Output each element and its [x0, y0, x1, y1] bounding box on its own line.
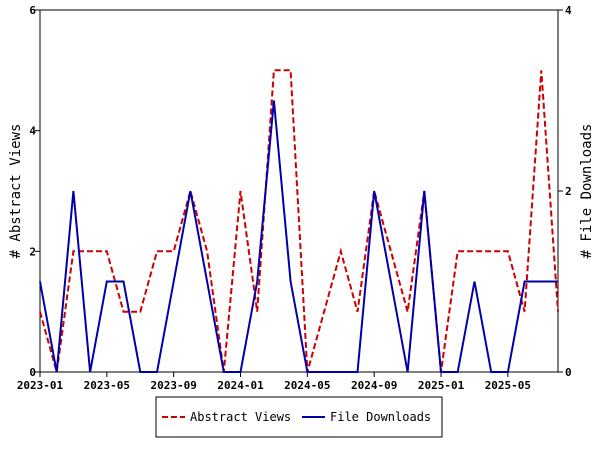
x-tick-label-2023-09: 2023-09	[150, 379, 196, 392]
x-tick-label-2024-05: 2024-05	[284, 379, 330, 392]
x-tick-label-2025-05: 2025-05	[485, 379, 531, 392]
series-layer	[39, 69, 559, 373]
x-tick-label-2025-01: 2025-01	[418, 379, 465, 392]
series-line-file-downloads	[39, 100, 558, 373]
x-tick-label-2024-01: 2024-01	[217, 379, 264, 392]
y-left-tick-label-0: 0	[29, 366, 36, 379]
x-tick-label-2023-05: 2023-05	[84, 379, 130, 392]
legend-label-file-downloads: File Downloads	[330, 410, 431, 424]
legend-label-abstract-views: Abstract Views	[190, 410, 291, 424]
series-line-abstract-views	[39, 69, 559, 373]
y-left-tick-label-4: 4	[29, 125, 36, 138]
x-tick-label-2023-01: 2023-01	[17, 379, 64, 392]
legend: Abstract Views File Downloads	[155, 396, 443, 438]
y-axis-right-title: # File Downloads	[579, 124, 595, 259]
y-right-tick-label-4: 4	[565, 4, 572, 17]
y-axis-right: 0 2 4	[558, 4, 572, 379]
y-right-tick-label-2: 2	[565, 185, 572, 198]
y-axis-left: 0 2 4 6	[29, 4, 40, 379]
y-left-tick-label-2: 2	[29, 245, 36, 258]
y-right-tick-label-0: 0	[565, 366, 572, 379]
legend-box	[155, 396, 443, 438]
x-tick-label-2024-09: 2024-09	[351, 379, 397, 392]
y-axis-left-title: # Abstract Views	[8, 124, 24, 259]
y-left-tick-label-6: 6	[29, 4, 36, 17]
x-axis: 2023-01 2023-05 2023-09 2024-01 2024-05 2024-…	[17, 372, 531, 392]
